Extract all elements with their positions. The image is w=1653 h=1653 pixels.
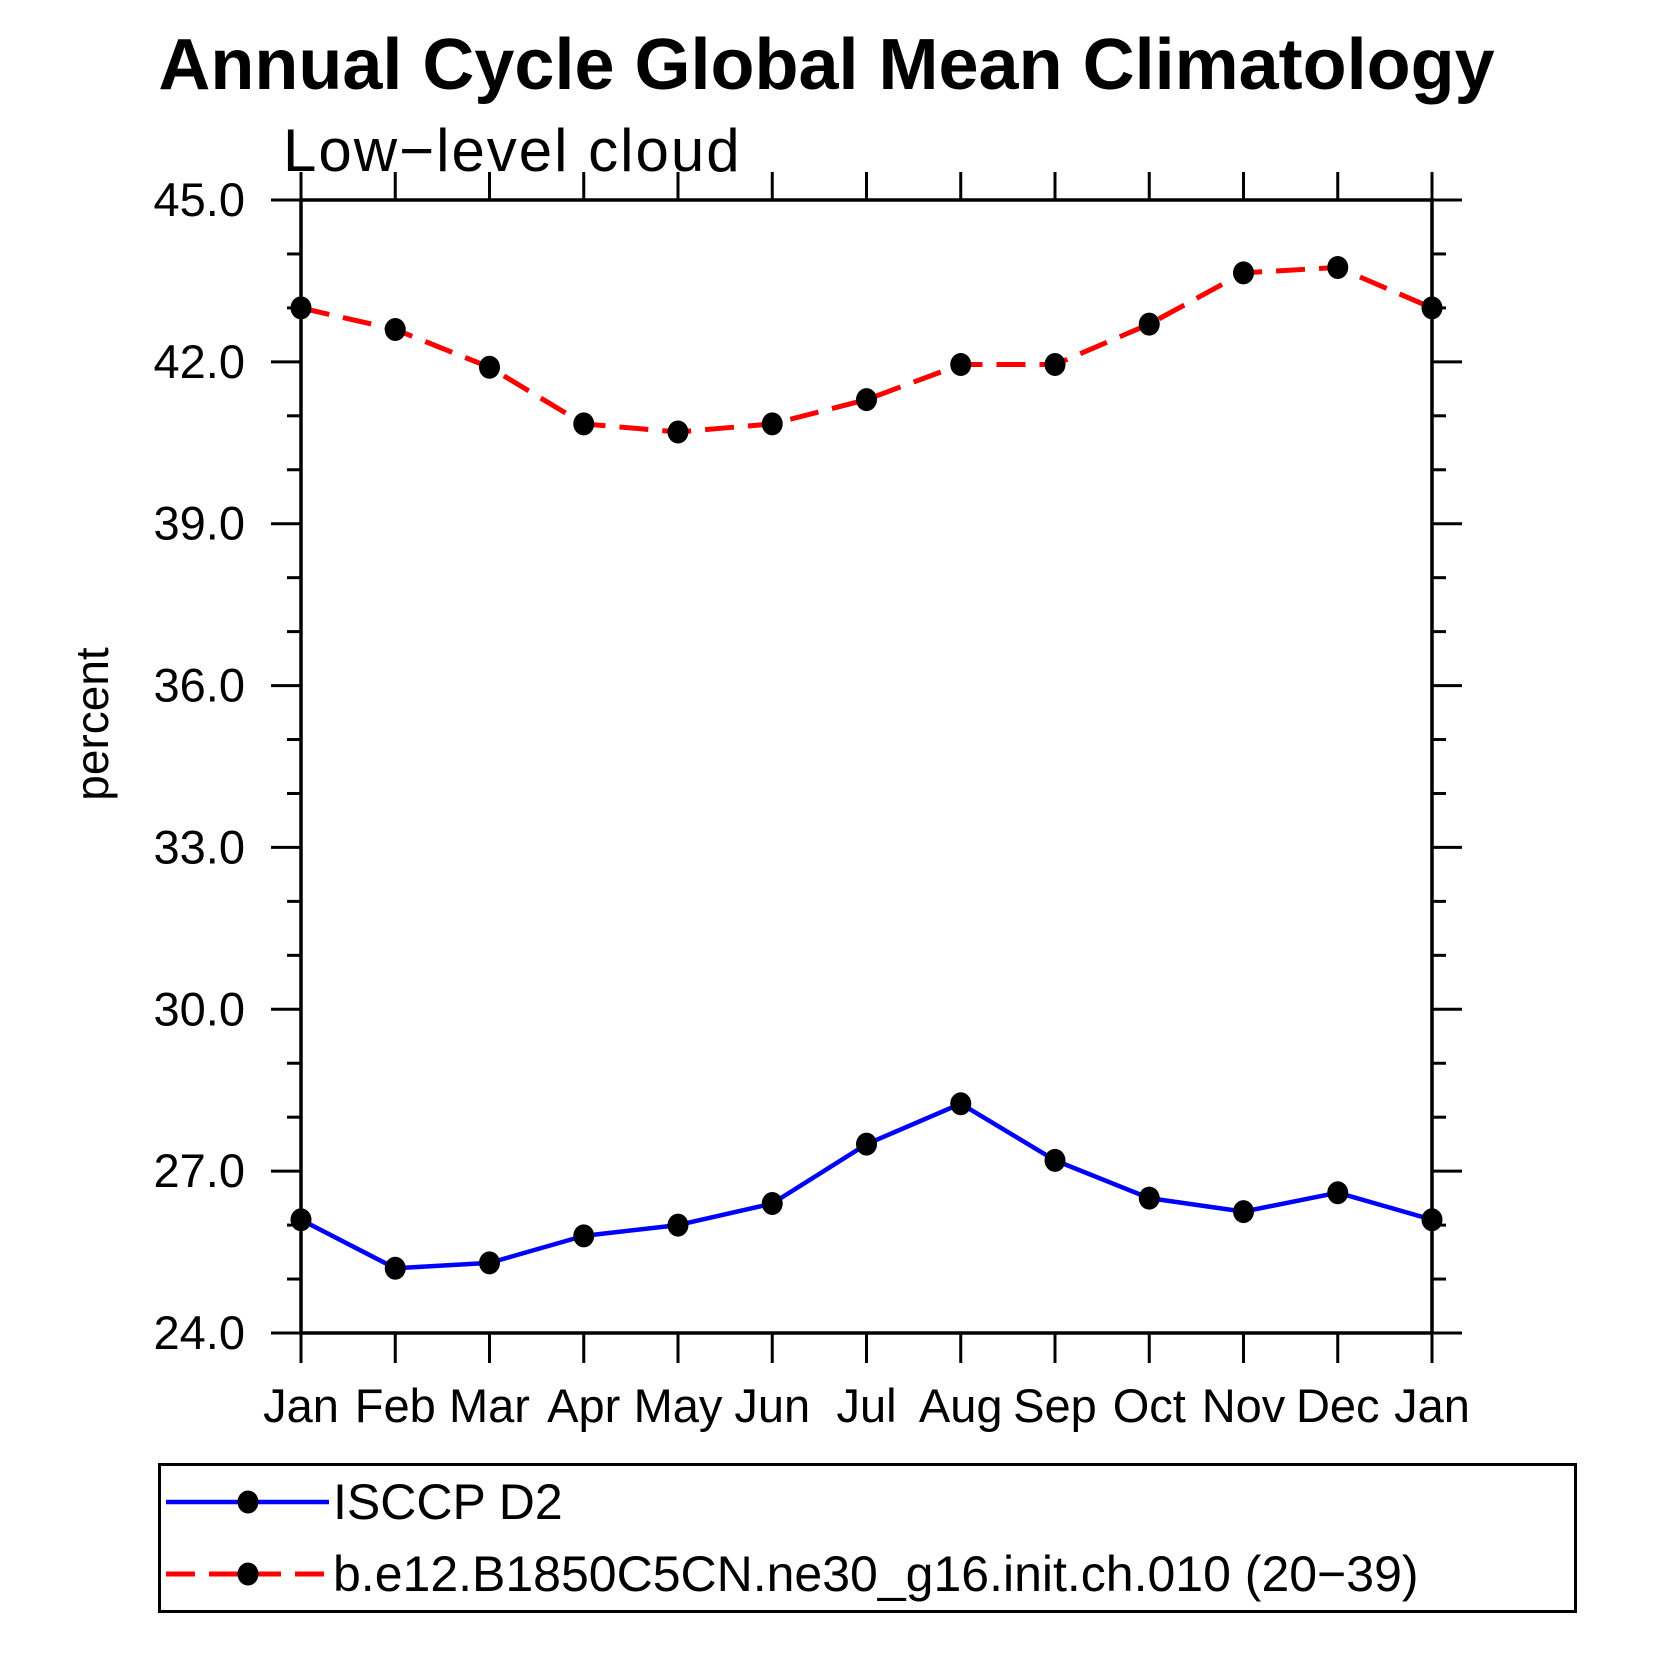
chart-title: Annual Cycle Global Mean Climatology <box>158 25 1495 105</box>
legend-entry-isccp: ISCCP D2 <box>161 1470 1574 1534</box>
x-tick-label: Jan <box>1394 1379 1470 1432</box>
plot-frame <box>299 198 1434 1335</box>
data-point-marker <box>479 355 500 379</box>
data-point-marker <box>290 1208 312 1232</box>
data-point-marker <box>1044 353 1066 377</box>
data-point-marker <box>856 388 877 412</box>
data-point-marker <box>667 420 689 444</box>
y-tick-label: 27.0 <box>154 1144 245 1197</box>
x-tick-label: Aug <box>919 1379 1003 1432</box>
data-point-marker <box>1421 296 1443 320</box>
data-point-marker <box>1327 255 1349 279</box>
data-point-marker <box>1421 1208 1443 1232</box>
x-tick-label: Sep <box>1013 1379 1097 1432</box>
data-point-marker <box>950 353 972 377</box>
x-tick-label: Jan <box>263 1379 339 1432</box>
x-tick-label: Nov <box>1202 1379 1286 1432</box>
legend-label-isccp: ISCCP D2 <box>333 1474 563 1530</box>
data-point-marker <box>1233 261 1254 285</box>
x-tick-label: Jul <box>836 1379 896 1432</box>
series-line-isccp <box>299 1101 1433 1271</box>
y-tick-label: 39.0 <box>154 497 245 550</box>
data-point-marker <box>573 412 595 436</box>
y-tick-label: 42.0 <box>154 335 245 388</box>
data-point-marker <box>761 1192 783 1216</box>
legend-swatch-dashed-line <box>166 1562 329 1586</box>
legend-swatch-solid-line <box>166 1490 329 1514</box>
x-tick-label: May <box>634 1379 723 1432</box>
data-point-marker <box>761 412 783 436</box>
data-point-marker <box>667 1213 689 1237</box>
legend-marker-dot <box>237 1562 259 1586</box>
x-tick-label: Dec <box>1296 1379 1380 1432</box>
legend-label-model: b.e12.B1850C5CN.ne30_g16.init.ch.010 (20… <box>333 1546 1419 1602</box>
x-tick-label: Apr <box>547 1379 620 1432</box>
data-point-marker <box>479 1251 500 1275</box>
data-point-marker <box>384 317 406 341</box>
data-point-marker <box>573 1224 595 1248</box>
x-tick-label: Jun <box>734 1379 810 1432</box>
data-point-marker <box>856 1132 877 1156</box>
legend-box: ISCCP D2 b.e12.B1850C5CN.ne30_g16.init.c… <box>158 1463 1577 1613</box>
legend-marker-dot <box>237 1490 259 1514</box>
data-point-marker <box>1327 1181 1349 1205</box>
data-point-marker <box>384 1256 406 1280</box>
y-tick-label: 33.0 <box>154 820 245 873</box>
x-tick-label: Mar <box>449 1379 530 1432</box>
data-point-marker <box>1044 1148 1066 1172</box>
chart-subtitle: Low−level cloud <box>283 117 742 184</box>
x-tick-label: Oct <box>1113 1379 1186 1432</box>
y-tick-label: 45.0 <box>154 173 245 226</box>
y-tick-label: 30.0 <box>154 982 245 1035</box>
x-tick-label: Feb <box>355 1379 436 1432</box>
data-point-marker <box>1138 1186 1160 1210</box>
data-point-marker <box>1138 312 1160 336</box>
legend-entry-model: b.e12.B1850C5CN.ne30_g16.init.ch.010 (20… <box>161 1542 1574 1606</box>
y-tick-label: 24.0 <box>154 1306 245 1359</box>
data-point-marker <box>290 296 312 320</box>
y-tick-label: 36.0 <box>154 659 245 712</box>
data-point-marker <box>1233 1200 1254 1224</box>
data-point-marker <box>950 1092 972 1116</box>
